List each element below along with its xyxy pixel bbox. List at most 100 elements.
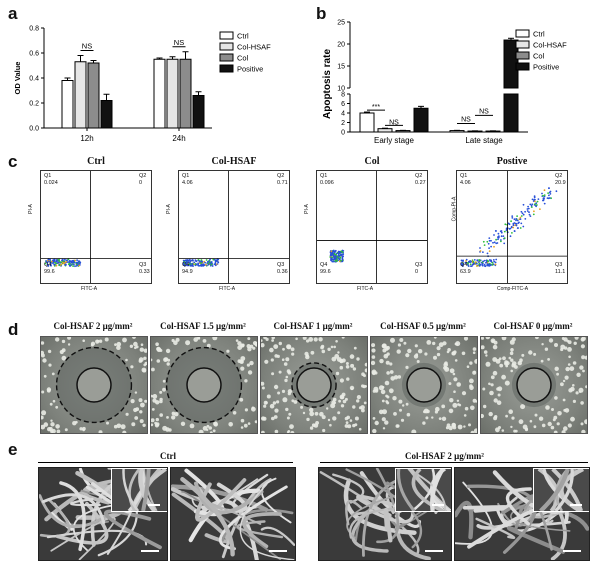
flow-event-dot bbox=[488, 247, 490, 249]
bacterial-colony bbox=[261, 343, 265, 348]
flow-event-dot bbox=[539, 208, 541, 210]
bacterial-colony bbox=[269, 347, 274, 353]
flow-event-dot bbox=[213, 258, 216, 261]
flow-event-dot bbox=[479, 259, 481, 262]
bacterial-colony bbox=[436, 346, 441, 351]
chart-b: 0 2 4 6 810 15 20 25 Apoptosis rate Early stage La… bbox=[322, 20, 567, 146]
flow-event-dot bbox=[489, 260, 492, 262]
bacterial-colony bbox=[330, 403, 336, 409]
collagen-fiber-zoom bbox=[407, 469, 447, 511]
bacterial-colony bbox=[342, 399, 347, 404]
bacterial-colony bbox=[514, 429, 518, 433]
flow-event-dot bbox=[209, 258, 211, 261]
flow-event-dot bbox=[188, 263, 191, 266]
zone-boundary bbox=[55, 346, 133, 424]
bacterial-colony bbox=[528, 350, 533, 355]
flow-event-dot bbox=[502, 235, 505, 237]
bacterial-colony bbox=[288, 412, 292, 416]
bacterial-colony bbox=[270, 358, 274, 362]
collagen-fiber-zoom bbox=[411, 469, 444, 511]
bacterial-colony bbox=[371, 343, 376, 348]
quadrant-label: Q1 bbox=[320, 173, 328, 179]
flow-event-dot bbox=[197, 262, 200, 265]
bacterial-colony bbox=[287, 370, 292, 375]
bacterial-colony bbox=[358, 427, 362, 431]
quadrant-label: Q4 bbox=[320, 262, 328, 268]
bacterial-colony bbox=[332, 416, 337, 421]
quadrant-label: Q1 bbox=[182, 173, 190, 179]
bacterial-colony bbox=[482, 387, 486, 391]
bacterial-colony bbox=[46, 387, 52, 392]
flow-event-dot bbox=[542, 194, 544, 197]
bacterial-colony bbox=[206, 424, 210, 428]
flow-event-dot bbox=[70, 261, 73, 264]
quadrant-label: 4.06 bbox=[182, 180, 193, 186]
bacterial-colony bbox=[563, 426, 568, 431]
bacterial-colony bbox=[272, 401, 277, 405]
bacterial-colony bbox=[474, 359, 477, 364]
flow-event-dot bbox=[207, 260, 209, 263]
collagen-fiber bbox=[103, 509, 162, 550]
collagen-fiber bbox=[345, 499, 363, 526]
bacterial-colony bbox=[560, 344, 566, 350]
bacterial-colony bbox=[175, 337, 180, 342]
flow-event-dot bbox=[55, 264, 58, 267]
flow-event-dot bbox=[541, 192, 543, 195]
sem-inset-texture bbox=[396, 469, 451, 511]
bacterial-colony bbox=[403, 341, 407, 345]
bacterial-colony bbox=[456, 399, 460, 402]
bacterial-colony bbox=[562, 379, 566, 383]
flow-event-dot bbox=[516, 227, 519, 229]
legend-label: Positive bbox=[237, 65, 263, 74]
flow-event-dot bbox=[77, 260, 80, 262]
collagen-fiber-zoom bbox=[559, 469, 585, 511]
flow-event-dot bbox=[184, 264, 187, 267]
flow-event-dot bbox=[519, 227, 522, 229]
flow-scatter-svg bbox=[41, 171, 151, 283]
bacterial-colony bbox=[171, 338, 175, 343]
flow-event-dot bbox=[529, 215, 532, 217]
bacterial-colony bbox=[447, 348, 451, 352]
bacterial-colony bbox=[193, 337, 198, 342]
bacterial-colony bbox=[41, 350, 45, 355]
flow-event-dot bbox=[548, 194, 550, 197]
quadrant-label: Q3 bbox=[139, 262, 147, 268]
y-tick-label: 0.8 bbox=[29, 26, 39, 33]
flow-event-dot bbox=[528, 211, 530, 214]
bacterial-colony bbox=[584, 419, 587, 425]
bacterial-colony bbox=[151, 418, 155, 423]
bacterial-colony bbox=[122, 337, 127, 343]
bacterial-colony bbox=[381, 417, 386, 422]
bacterial-colony bbox=[244, 408, 248, 412]
bacterial-colony bbox=[472, 347, 477, 351]
bacterial-colony bbox=[276, 400, 280, 404]
flow-x-axis-label: FITC-A bbox=[357, 286, 374, 292]
bacterial-colony bbox=[472, 398, 477, 403]
flow-event-dot bbox=[515, 219, 517, 222]
flow-event-dot bbox=[330, 259, 333, 262]
bacterial-colony bbox=[488, 411, 493, 417]
bacterial-colony bbox=[385, 394, 388, 398]
flow-event-dot bbox=[330, 252, 333, 255]
flow-event-dot bbox=[197, 264, 200, 267]
agar-plate-image bbox=[40, 336, 148, 434]
bacterial-colony bbox=[331, 356, 337, 362]
flow-x-axis-label: FITC-A bbox=[81, 286, 98, 292]
flow-event-dot bbox=[217, 261, 220, 264]
bacterial-colony bbox=[385, 360, 390, 365]
bacterial-colony bbox=[271, 416, 275, 421]
flow-event-dot bbox=[73, 263, 75, 266]
collagen-fiber bbox=[70, 497, 101, 507]
bacterial-colony bbox=[98, 430, 103, 433]
bacterial-colony bbox=[41, 424, 46, 430]
flow-event-dot bbox=[76, 259, 78, 262]
bacterial-colony bbox=[565, 366, 570, 372]
flow-event-dot bbox=[500, 239, 502, 241]
bacterial-colony bbox=[346, 377, 350, 381]
bar bbox=[61, 80, 74, 129]
bacterial-colony bbox=[166, 416, 169, 419]
sem-treated-rule bbox=[320, 462, 588, 463]
bacterial-colony bbox=[278, 341, 282, 346]
flow-event-dot bbox=[479, 247, 481, 249]
bacterial-colony bbox=[463, 337, 469, 341]
